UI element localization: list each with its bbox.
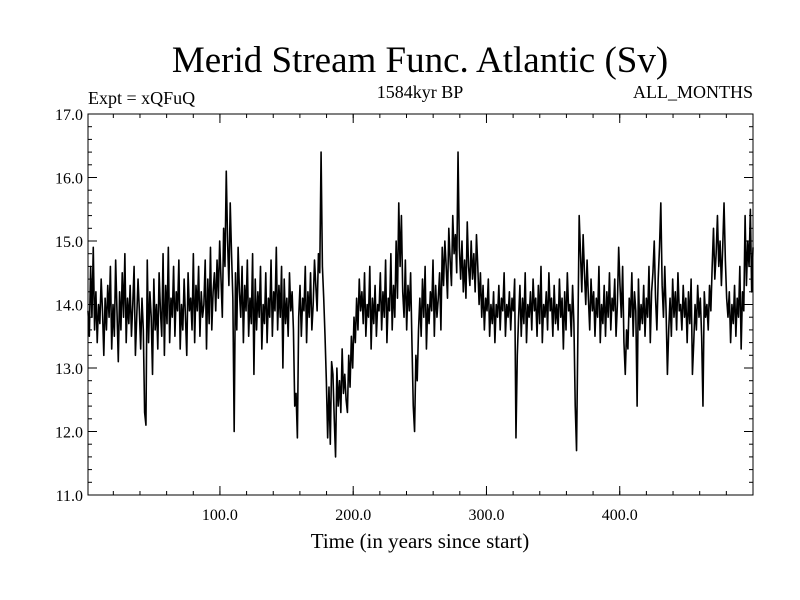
period-label: 1584kyr BP [377,82,464,102]
chart-title: Merid Stream Func. Atlantic (Sv) [172,40,668,81]
y-tick-label: 17.0 [55,107,83,124]
x-axis: 100.0 200.0 300.0 400.0 [112,114,727,524]
y-tick-label: 11.0 [56,488,83,505]
x-tick-label: 300.0 [468,507,504,524]
y-tick-label: 14.0 [55,298,83,315]
y-tick-label: 15.0 [55,234,83,251]
y-tick-label: 13.0 [55,361,83,378]
x-tick-label: 400.0 [602,507,638,524]
experiment-label: Expt = xQFuQ [88,88,195,108]
data-series-line [87,151,754,458]
x-axis-label: Time (in years since start) [311,529,530,553]
y-tick-label: 12.0 [55,425,83,442]
x-tick-label: 100.0 [202,507,238,524]
months-label: ALL_MONTHS [633,82,753,102]
y-tick-label: 16.0 [55,171,83,188]
x-tick-label: 200.0 [335,507,371,524]
